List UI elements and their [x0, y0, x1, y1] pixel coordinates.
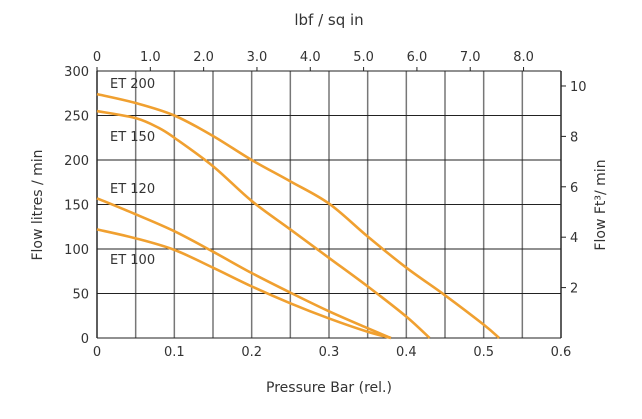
series-label: ET 150 [110, 130, 155, 145]
series-label: ET 200 [110, 77, 155, 92]
y-tick-label: 200 [64, 154, 89, 169]
x2-tick-label: 8.0 [513, 50, 534, 65]
y2-tick-label: 2 [570, 282, 578, 297]
y2-tick-label: 8 [570, 130, 578, 145]
x2-tick-label: 0 [93, 50, 101, 65]
y2-tick-label: 10 [570, 80, 587, 95]
x-tick-label: 0.1 [164, 345, 185, 360]
series-line-et-200 [96, 92, 500, 339]
x-tick-label: 0.2 [241, 345, 262, 360]
series-label: ET 120 [110, 182, 155, 197]
x-tick-label: 0.5 [473, 345, 494, 360]
y2-axis-title: Flow Ft³/ min [593, 159, 609, 250]
y2-tick-label: 4 [570, 231, 578, 246]
series-line-et-150 [96, 109, 431, 339]
x2-tick-label: 1.0 [140, 50, 161, 65]
x-tick-label: 0.6 [551, 345, 572, 360]
y-axis-title: Flow litres / min [30, 149, 46, 260]
y2-tick-label: 6 [570, 181, 578, 196]
y-tick-label: 0 [81, 332, 89, 347]
x2-tick-label: 3.0 [247, 50, 268, 65]
y-tick-label: 300 [64, 65, 89, 80]
y-tick-label: 50 [72, 288, 89, 303]
x2-tick-label: 7.0 [460, 50, 481, 65]
y-tick-label: 150 [64, 199, 89, 214]
series-line-et-100 [96, 228, 392, 340]
series-line-et-120 [96, 197, 392, 340]
x2-tick-label: 2.0 [193, 50, 214, 65]
x-tick-label: 0.3 [319, 345, 340, 360]
x-tick-label: 0.4 [396, 345, 417, 360]
x2-axis-title: lbf / sq in [294, 11, 363, 29]
x2-tick-label: 6.0 [407, 50, 428, 65]
x2-tick-label: 4.0 [300, 50, 321, 65]
x-axis-title: Pressure Bar (rel.) [266, 380, 392, 396]
x-tick-label: 0 [93, 345, 101, 360]
y-tick-label: 100 [64, 243, 89, 258]
series-label: ET 100 [110, 253, 155, 268]
x2-tick-label: 5.0 [353, 50, 374, 65]
y-tick-label: 250 [64, 110, 89, 125]
